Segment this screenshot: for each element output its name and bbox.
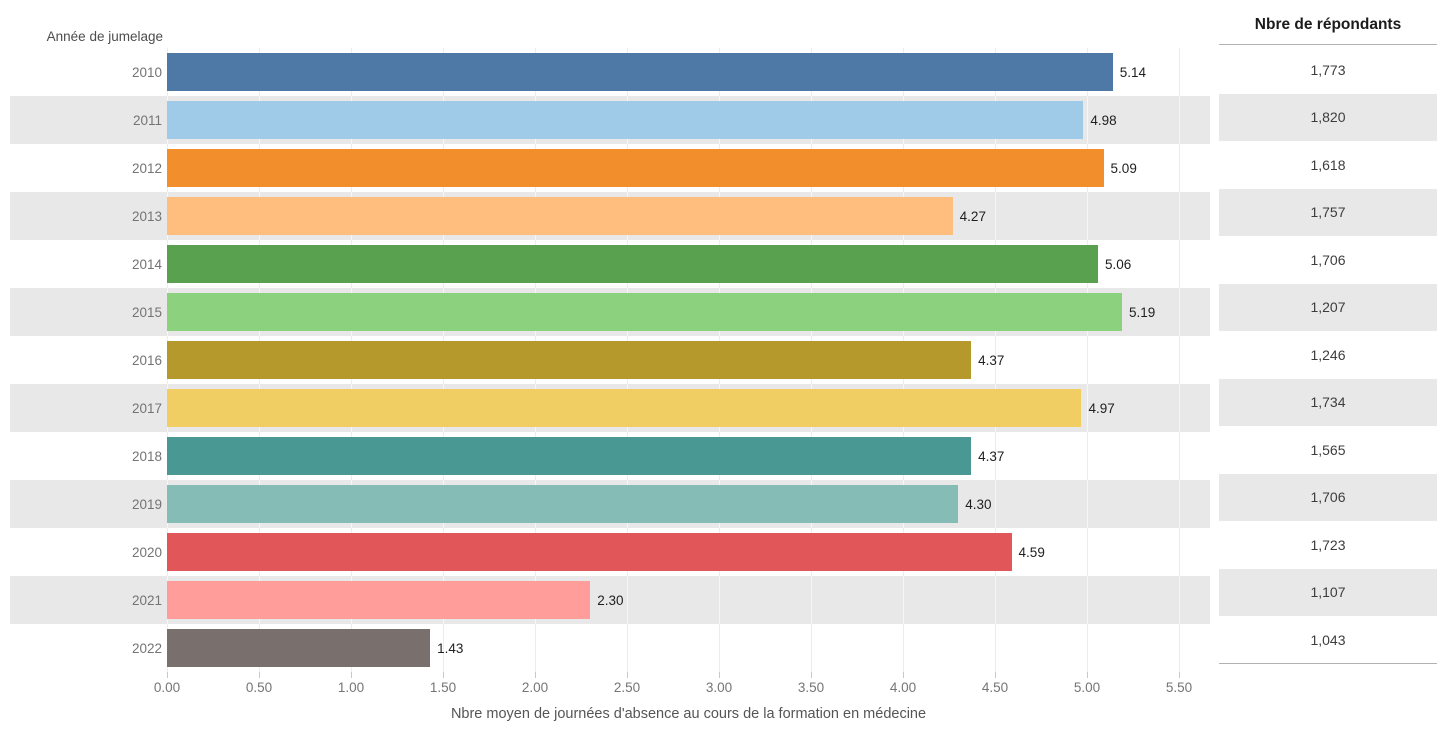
bar-2015[interactable] [167, 293, 1122, 331]
bar-value-label: 4.97 [1088, 400, 1115, 416]
year-label: 2013 [131, 208, 162, 224]
bar-value-label: 4.30 [965, 496, 992, 512]
year-label: 2020 [131, 544, 162, 560]
bar-value-label: 2.30 [597, 592, 624, 608]
respondents-row-band [1219, 141, 1437, 189]
bar-2014[interactable] [167, 245, 1099, 283]
respondents-value: 1,207 [1310, 299, 1346, 316]
x-axis-tick-label: 3.50 [797, 680, 825, 695]
bar-value-label: 4.37 [978, 448, 1005, 464]
x-axis-tick [535, 672, 536, 678]
respondents-value: 1,107 [1310, 584, 1346, 601]
x-axis-tick [259, 672, 260, 678]
x-axis-tick [627, 672, 628, 678]
year-label: 2010 [131, 64, 162, 80]
respondents-row-band [1219, 331, 1437, 379]
bar-2016[interactable] [167, 341, 972, 379]
bar-2010[interactable] [167, 53, 1113, 91]
bar-2022[interactable] [167, 629, 431, 667]
year-label: 2012 [131, 160, 162, 176]
year-label: 2021 [131, 592, 162, 608]
x-axis-tick [995, 672, 996, 678]
x-axis-tick-label: 4.50 [981, 680, 1009, 695]
respondents-row-band [1219, 188, 1437, 236]
respondents-row-band [1219, 473, 1437, 521]
respondents-value: 1,820 [1310, 109, 1346, 126]
respondents-value: 1,565 [1310, 441, 1346, 458]
respondents-row-band [1219, 568, 1437, 616]
x-axis-tick [443, 672, 444, 678]
bar-2019[interactable] [167, 485, 959, 523]
respondents-header-divider [1219, 44, 1437, 45]
x-axis-tick [351, 672, 352, 678]
respondents-row-band [1219, 616, 1437, 664]
bar-value-label: 5.14 [1119, 64, 1147, 80]
x-axis-tick-label: 2.00 [521, 680, 549, 695]
bar-value-label: 1.43 [437, 640, 464, 656]
respondents-table-bottom-border [1219, 663, 1437, 664]
bar-2021[interactable] [167, 581, 591, 619]
respondents-row-band [1219, 426, 1437, 474]
bar-2020[interactable] [167, 533, 1012, 571]
respondents-value: 1,246 [1310, 346, 1346, 363]
x-axis-tick-label: 1.00 [337, 680, 365, 695]
bar-value-label: 4.37 [978, 352, 1005, 368]
respondents-value: 1,706 [1310, 489, 1346, 506]
x-axis-tick-label: 5.00 [1073, 680, 1101, 695]
year-label: 2019 [131, 496, 162, 512]
bar-2013[interactable] [167, 197, 953, 235]
bar-value-label: 4.59 [1018, 544, 1045, 560]
respondents-row-band [1219, 236, 1437, 284]
respondents-value: 1,618 [1310, 156, 1346, 173]
bar-value-label: 5.09 [1110, 160, 1137, 176]
bar-2012[interactable] [167, 149, 1104, 187]
x-axis-tick [903, 672, 904, 678]
bar-value-label: 4.27 [959, 208, 986, 224]
x-axis-tick [811, 672, 812, 678]
x-axis-tick [719, 672, 720, 678]
year-label: 2011 [132, 112, 162, 128]
bar-value-label: 4.98 [1090, 112, 1117, 128]
x-axis-tick-label: 1.50 [429, 680, 457, 695]
year-label: 2017 [131, 400, 162, 416]
x-axis-tick-label: 4.00 [889, 680, 917, 695]
bar-2011[interactable] [167, 101, 1084, 139]
x-axis-tick [1087, 672, 1088, 678]
year-label: 2014 [131, 256, 162, 272]
x-axis-tick [167, 672, 168, 678]
respondents-value: 1,734 [1310, 394, 1346, 411]
year-label: 2016 [131, 352, 162, 368]
x-axis-tick-label: 0.00 [153, 680, 181, 695]
respondents-value: 1,706 [1310, 251, 1346, 268]
respondents-row-band [1219, 378, 1437, 426]
respondents-row-band [1219, 521, 1437, 569]
x-axis-tick-label: 2.50 [613, 680, 641, 695]
year-label: 2015 [131, 304, 162, 320]
x-axis-title: Nbre moyen de journées d'absence au cour… [450, 706, 927, 722]
x-axis-tick-label: 5.50 [1165, 680, 1193, 695]
bar-value-label: 5.19 [1128, 304, 1156, 320]
respondents-value: 1,043 [1310, 631, 1346, 648]
respondents-row-band [1219, 93, 1437, 141]
y-axis-title: Année de jumelage [46, 29, 163, 44]
respondents-value: 1,773 [1310, 61, 1346, 78]
year-label: 2022 [131, 640, 162, 656]
year-label: 2018 [131, 448, 162, 464]
respondents-row-band [1219, 46, 1437, 94]
bar-2018[interactable] [167, 437, 972, 475]
respondents-column-header: Nbre de répondants [1254, 16, 1402, 33]
respondents-value: 1,723 [1310, 536, 1346, 553]
x-axis-tick-label: 0.50 [245, 680, 273, 695]
x-axis-tick-label: 3.00 [705, 680, 733, 695]
respondents-value: 1,757 [1310, 204, 1346, 221]
respondents-row-band [1219, 283, 1437, 331]
bar-2017[interactable] [167, 389, 1082, 427]
bar-value-label: 5.06 [1105, 256, 1132, 272]
x-axis-tick [1179, 672, 1180, 678]
